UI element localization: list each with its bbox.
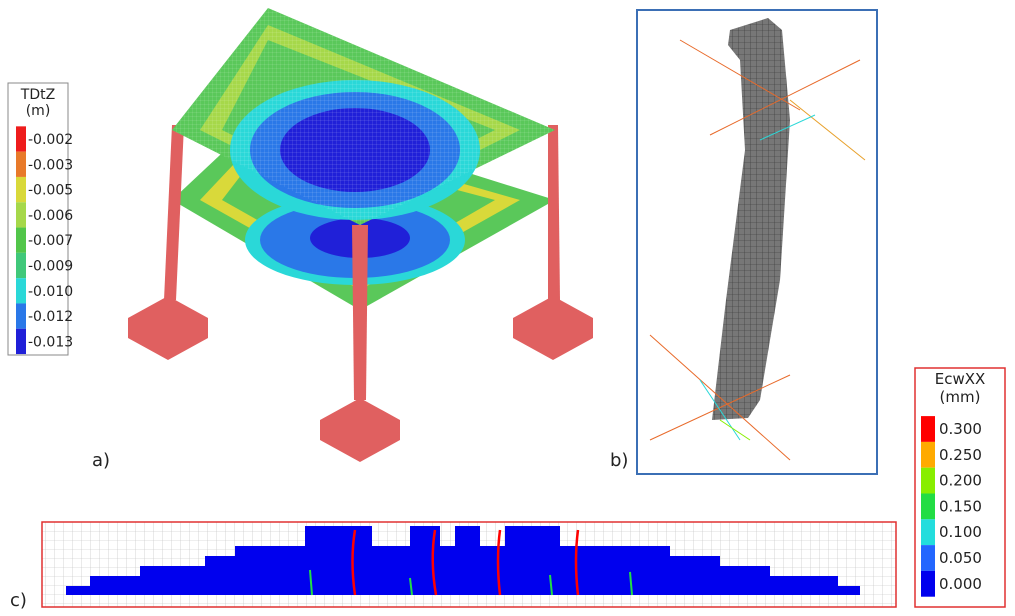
legend-title: TDtZ <box>20 87 55 103</box>
legend-label: 0.300 <box>939 420 982 438</box>
panel-label: c) <box>10 590 27 611</box>
legend-swatch <box>921 519 935 545</box>
legend-unit: (m) <box>26 103 51 119</box>
column <box>352 225 368 400</box>
legend-label: -0.012 <box>28 309 73 325</box>
legend-swatch <box>921 468 935 494</box>
footing <box>128 296 208 360</box>
column <box>164 125 184 300</box>
legend-label: 0.000 <box>939 575 982 593</box>
legend-label: -0.003 <box>28 157 73 173</box>
legend-label: 0.250 <box>939 446 982 464</box>
legend-label: 0.050 <box>939 549 982 567</box>
legend-label: -0.013 <box>28 334 73 350</box>
legend-swatch <box>16 177 26 202</box>
structure-a <box>128 8 593 462</box>
legend-swatch <box>921 442 935 468</box>
figure: TDtZ(m) -0.002 -0.003 -0.005 -0.006 -0.007 -0.… <box>0 0 1015 612</box>
legend-label: -0.005 <box>28 183 73 199</box>
footing <box>513 296 593 360</box>
legend-swatch <box>16 303 26 328</box>
legend-swatch <box>921 494 935 520</box>
legend-swatch <box>16 278 26 303</box>
legend-label: 0.150 <box>939 497 982 515</box>
legend-swatch <box>921 416 935 442</box>
legend-swatch <box>921 545 935 571</box>
legend-label: -0.007 <box>28 233 73 249</box>
legend-label: 0.200 <box>939 472 982 490</box>
legend-swatch <box>16 152 26 177</box>
footing <box>320 398 400 462</box>
legend-swatch <box>16 202 26 227</box>
legend-swatch <box>16 253 26 278</box>
legend-swatch <box>921 571 935 597</box>
panel-label: a) <box>92 450 110 471</box>
legend-label: -0.002 <box>28 132 73 148</box>
legend-label: 0.100 <box>939 523 982 541</box>
legend-swatch <box>16 329 26 354</box>
legend-swatch <box>16 126 26 151</box>
legend-swatch <box>16 228 26 253</box>
legend-title: EcwXX <box>935 370 986 388</box>
legend-label: -0.010 <box>28 284 73 300</box>
legend-unit: (mm) <box>940 388 981 406</box>
legend-label: -0.009 <box>28 259 73 275</box>
legend-label: -0.006 <box>28 208 73 224</box>
column <box>548 125 560 300</box>
panel-label: b) <box>610 450 628 471</box>
